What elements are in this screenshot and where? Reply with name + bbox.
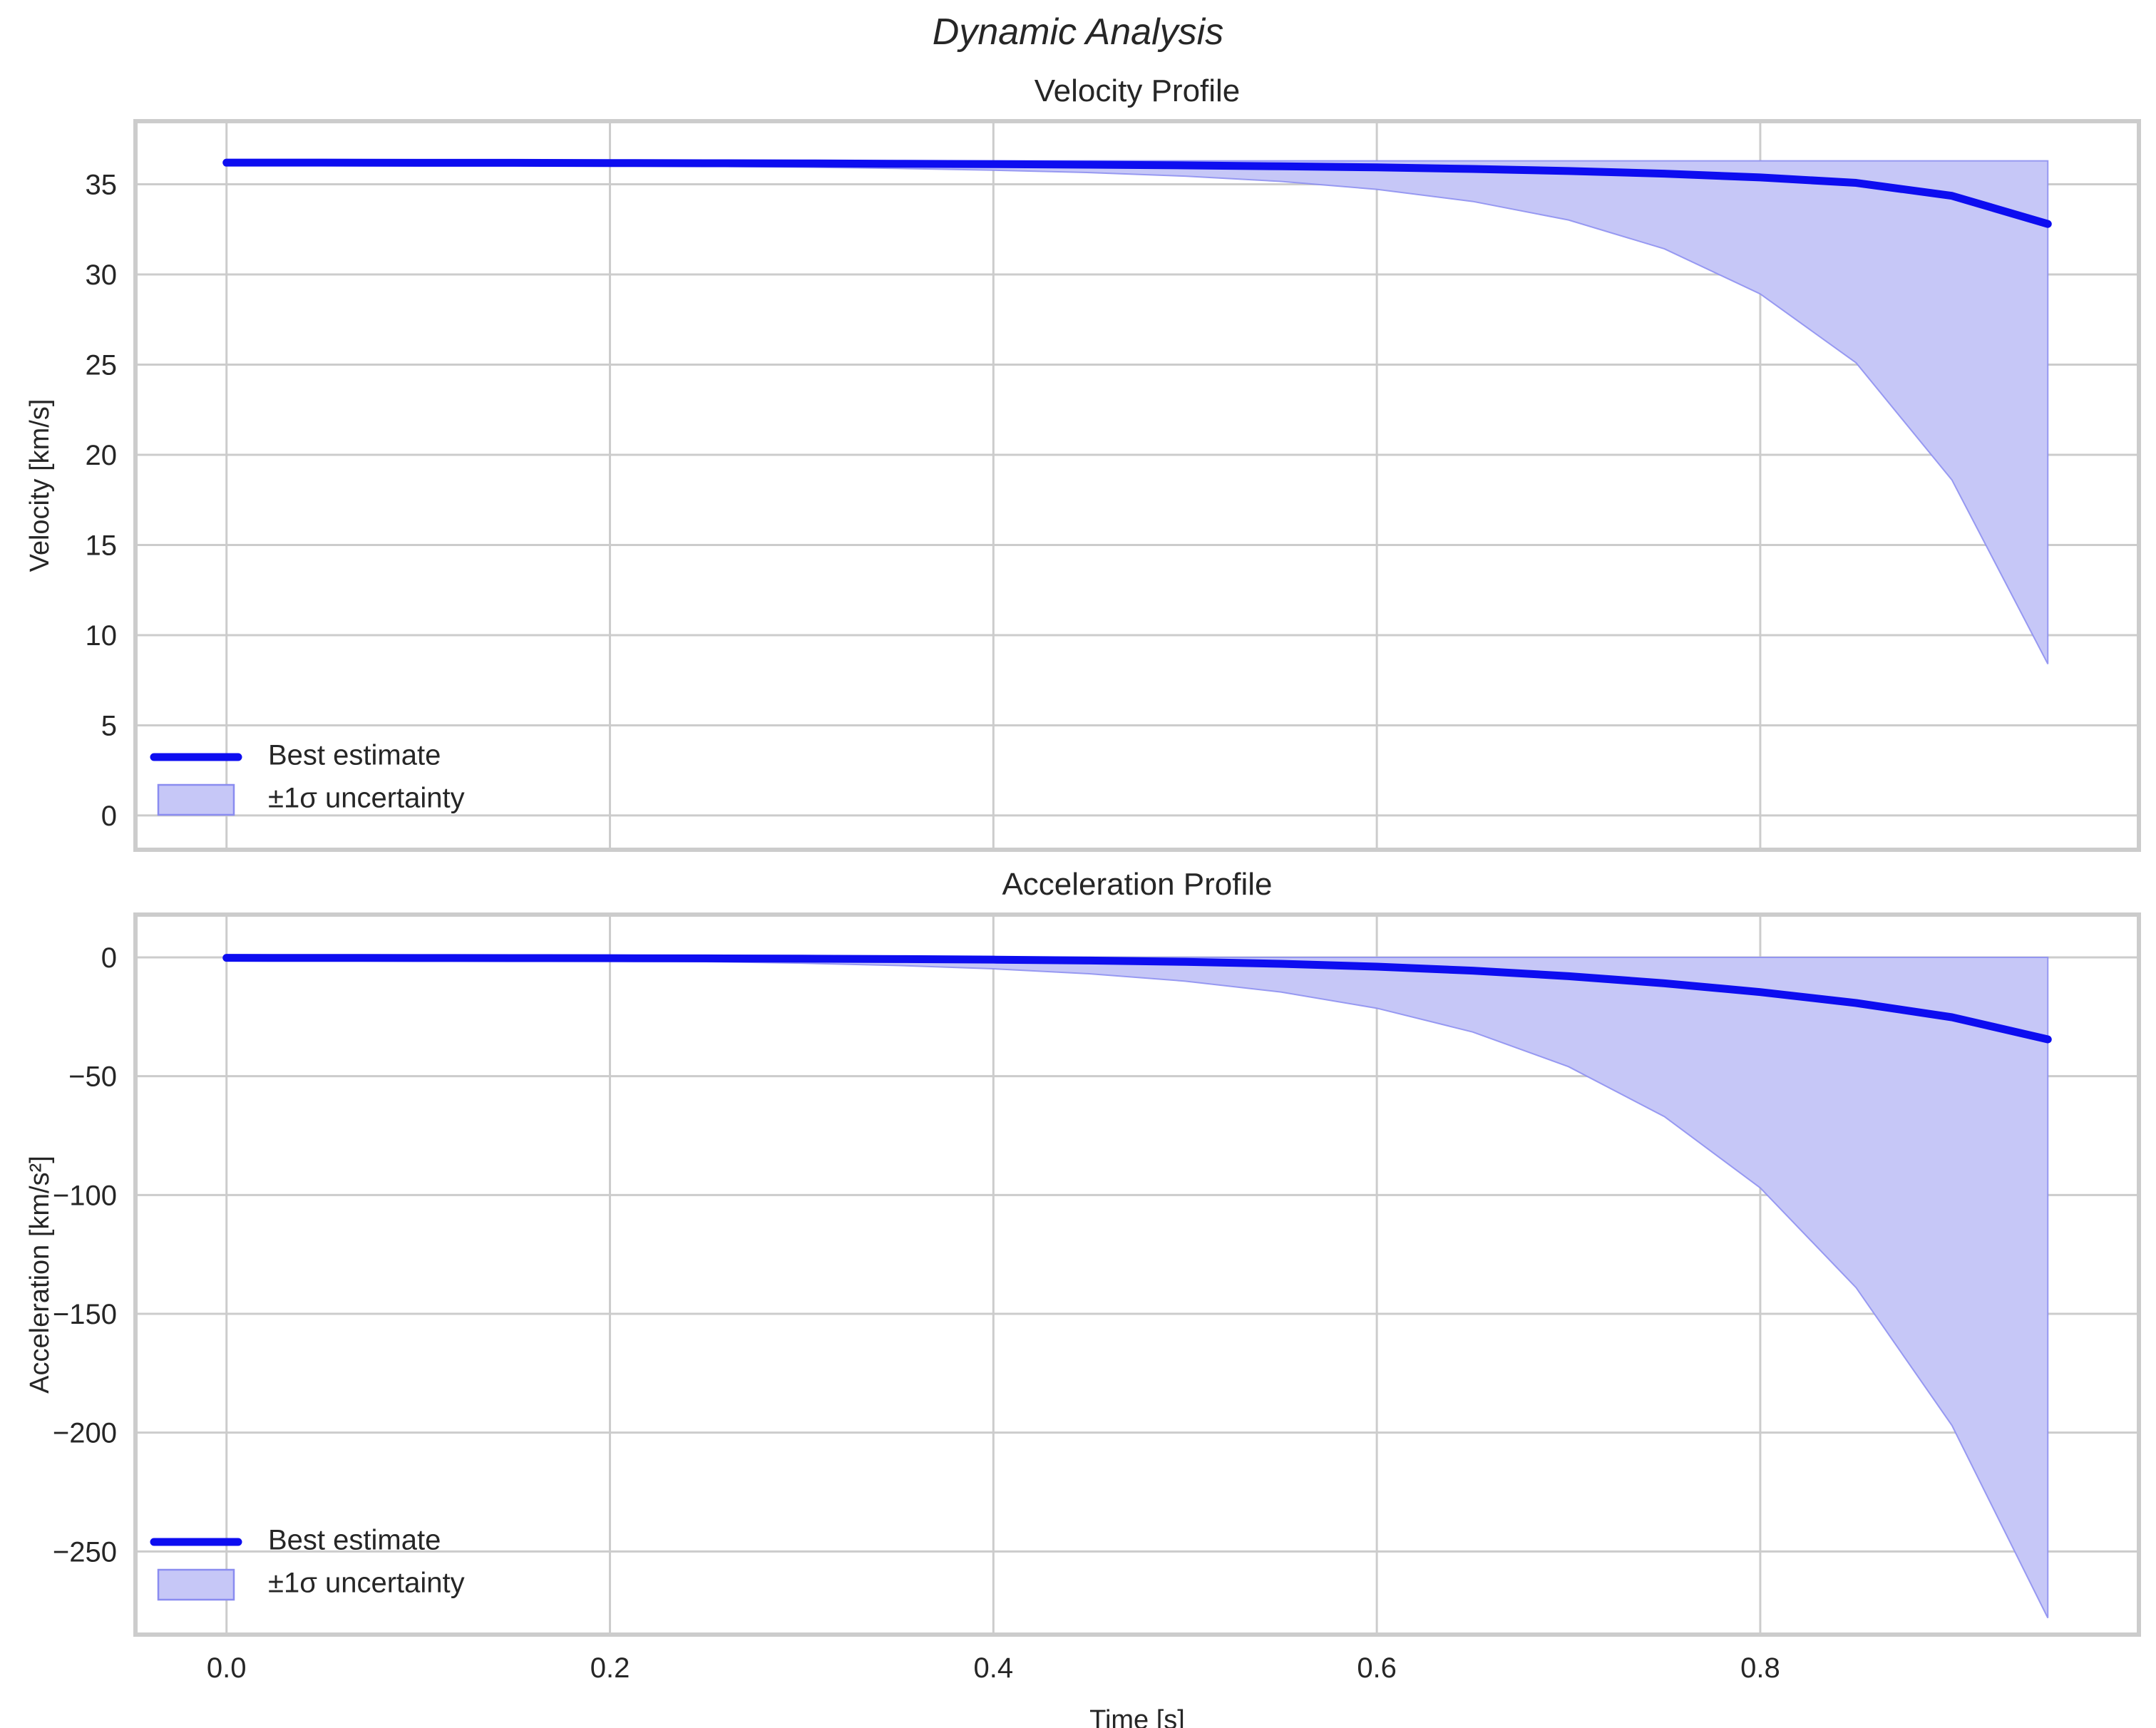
legend-patch-swatch xyxy=(157,1568,235,1601)
y-tick-label: 30 xyxy=(86,259,118,291)
legend-label: Best estimate xyxy=(268,740,441,771)
subplot-velocity: Velocity Profile 0 5 10 15 20 25 30 35 Velocity [… xyxy=(25,73,2141,852)
figure-suptitle: Dynamic Analysis xyxy=(933,11,1223,53)
best-estimate-line xyxy=(222,954,2052,1044)
y-tick-label: −200 xyxy=(53,1418,117,1449)
x-tick-label: 0.6 xyxy=(1357,1652,1397,1684)
legend[interactable]: Best estimate ±1σ uncertainty xyxy=(150,740,465,816)
y-tick-label: 10 xyxy=(86,620,118,652)
x-tick-label: 0.2 xyxy=(590,1652,630,1684)
y-tick-label: −250 xyxy=(53,1536,117,1568)
x-tick-label: 0.0 xyxy=(207,1652,247,1684)
legend-label: ±1σ uncertainty xyxy=(268,1568,465,1599)
legend[interactable]: Best estimate ±1σ uncertainty xyxy=(150,1525,465,1601)
legend-label: Best estimate xyxy=(268,1525,441,1556)
x-tick-label: 0.8 xyxy=(1740,1652,1780,1684)
y-tick-label: −100 xyxy=(53,1180,117,1211)
y-tick-label: −50 xyxy=(68,1061,117,1093)
y-axis-label: Acceleration [km/s²] xyxy=(25,1156,55,1394)
legend-patch-swatch xyxy=(157,783,235,816)
y-axis-label: Velocity [km/s] xyxy=(25,399,55,572)
y-tick-label: 25 xyxy=(86,350,118,381)
axes-frame xyxy=(133,912,2141,1637)
subplot-title: Acceleration Profile xyxy=(1002,867,1272,902)
x-tick-label: 0.4 xyxy=(974,1652,1014,1684)
subplot-acceleration: Acceleration Profile 0 −50 −100 −150 −200 −250… xyxy=(25,867,2141,1728)
best-estimate-line xyxy=(222,158,2052,228)
y-tick-label: 15 xyxy=(86,530,118,561)
subplot-title: Velocity Profile xyxy=(1035,73,1241,108)
y-tick-label: 0 xyxy=(101,801,117,832)
legend-label: ±1σ uncertainty xyxy=(268,783,465,814)
axes-frame xyxy=(133,119,2141,852)
y-tick-label: −150 xyxy=(53,1299,117,1330)
y-tick-label: 5 xyxy=(101,710,117,741)
y-tick-label: 35 xyxy=(86,170,118,201)
x-axis-label: Time [s] xyxy=(1089,1705,1185,1728)
y-tick-label: 20 xyxy=(86,440,118,471)
y-tick-label: 0 xyxy=(101,942,117,974)
